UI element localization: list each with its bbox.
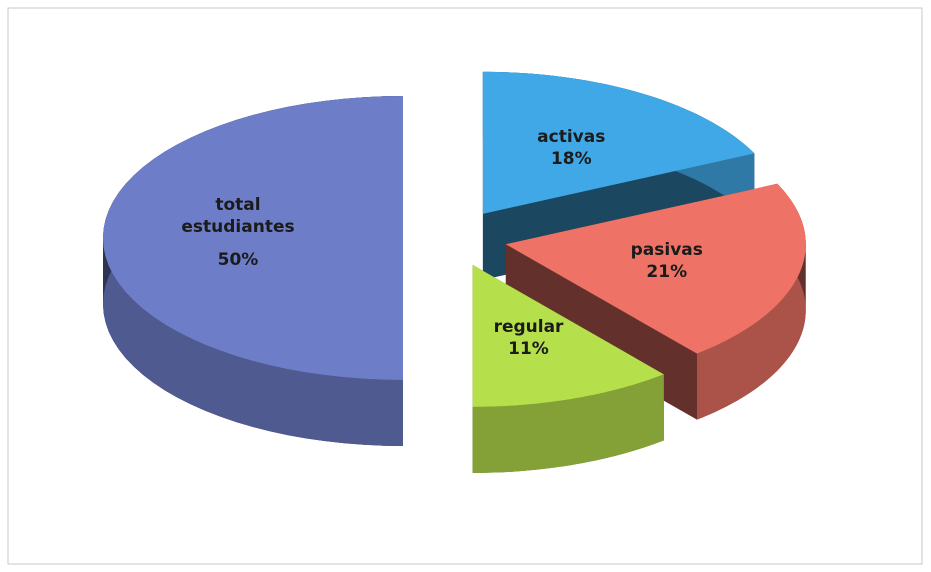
value-label: 11% xyxy=(508,339,549,360)
slice xyxy=(472,264,664,407)
category-label: pasivas xyxy=(630,240,703,261)
value-label: 50% xyxy=(217,250,259,270)
category-label: regular xyxy=(493,317,564,338)
slice xyxy=(505,183,806,354)
slice xyxy=(482,71,755,214)
category-label: activas xyxy=(537,126,606,147)
value-label: 18% xyxy=(550,148,592,169)
category-label: total estudiantes xyxy=(181,195,295,237)
slice-wall xyxy=(472,374,664,473)
value-label: 21% xyxy=(646,262,688,283)
slice xyxy=(103,96,403,380)
